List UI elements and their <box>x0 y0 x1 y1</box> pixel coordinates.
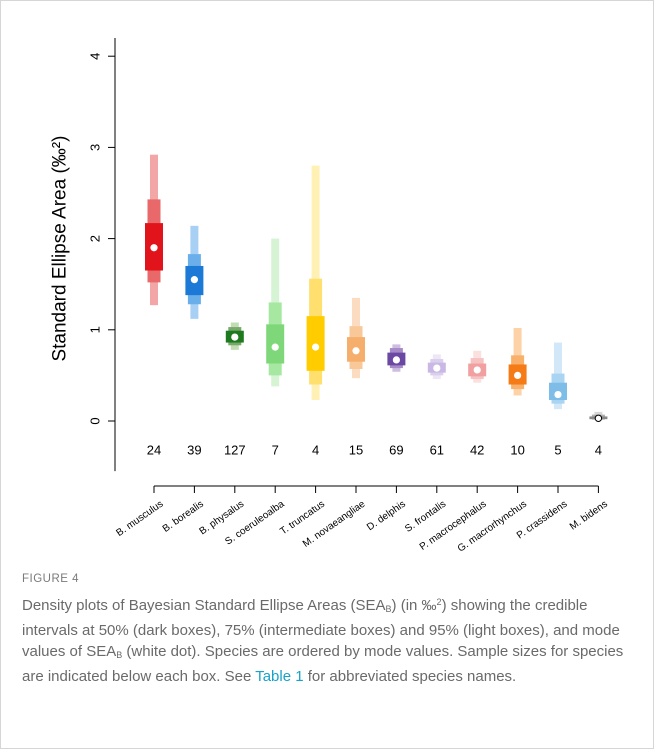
caption-text: Density plots of Bayesian Standard Ellip… <box>22 597 624 685</box>
sample-size-label: 7 <box>272 443 279 458</box>
figure-caption: FIGURE 4 Density plots of Bayesian Stand… <box>22 573 634 687</box>
ci50-box <box>306 316 325 371</box>
x-tick-label: P. macrocephalus <box>418 499 489 553</box>
sample-size-label: 4 <box>312 443 319 458</box>
sample-size-label: 69 <box>389 443 403 458</box>
sample-size-label: 127 <box>224 443 246 458</box>
y-tick-label: 1 <box>88 326 103 333</box>
sample-size-label: 39 <box>187 443 201 458</box>
figure-label: FIGURE 4 <box>22 573 80 585</box>
mode-dot <box>433 364 441 372</box>
mode-dot <box>514 371 522 379</box>
mode-dot <box>554 390 562 399</box>
x-tick-label: D. delphis <box>365 499 408 534</box>
y-axis-label: Standard Ellipse Area (‰²) <box>50 136 71 362</box>
axes <box>108 37 599 493</box>
y-tick-label: 0 <box>88 417 103 424</box>
x-tick-label: M. bidens <box>568 499 610 533</box>
mode-dot <box>312 343 320 351</box>
table-link[interactable]: Table 1 <box>255 668 304 685</box>
x-tick-label: G. macrorhynchus <box>456 499 529 555</box>
mode-dot <box>594 414 603 422</box>
mode-dot <box>352 347 360 355</box>
mode-dot <box>392 356 400 364</box>
y-tick-label: 2 <box>88 235 103 242</box>
sample-size-label: 4 <box>595 443 602 458</box>
labels: 0 1 2 3 4 Standard Ellipse Area (‰²) B. muscul… <box>50 53 610 555</box>
boxes <box>145 154 608 422</box>
sample-size-label: 61 <box>430 443 444 458</box>
mode-dot <box>190 276 198 284</box>
x-tick-label: B. musculus <box>114 499 165 539</box>
chart: 0 1 2 3 4 Standard Ellipse Area (‰²) B. muscul… <box>50 37 610 555</box>
sample-size-label: 10 <box>510 443 524 458</box>
mode-dot <box>271 343 279 351</box>
mode-dot <box>473 366 481 374</box>
mode-dot <box>231 333 239 341</box>
y-tick-label: 4 <box>88 53 103 60</box>
sample-size-label: 5 <box>554 443 561 458</box>
y-tick-label: 3 <box>88 144 103 151</box>
mode-dot <box>150 244 158 252</box>
sample-size-label: 24 <box>147 443 161 458</box>
sample-size-label: 42 <box>470 443 484 458</box>
sample-size-label: 15 <box>349 443 363 458</box>
